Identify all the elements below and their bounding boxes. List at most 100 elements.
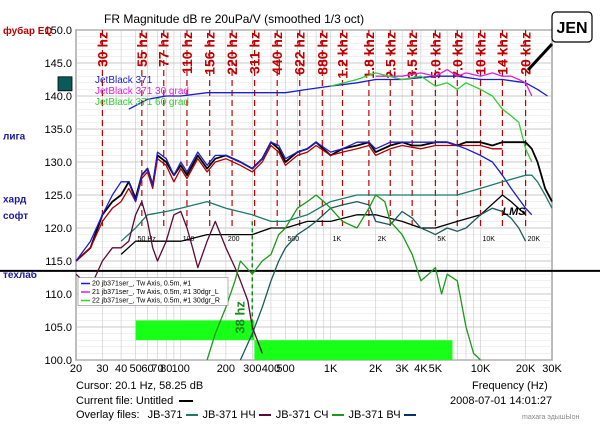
lower-legend-entry: 20 jb371ser_, Tw Axis, 0.5m, #1 (92, 281, 191, 288)
current-file-label: Current file: Untitled (76, 395, 174, 407)
freq-marker-label: 220 hz (224, 32, 240, 75)
frequency-axis-title: Frequency (Hz) (472, 380, 548, 392)
green-range-bar (135, 320, 255, 341)
jen-logo-pointer (526, 42, 554, 72)
lower-legend-box (77, 277, 229, 306)
freq-marker-label: 30 hz (94, 32, 110, 67)
chart-title: FR Magnitude dB re 20uPa/V (smoothed 1/3… (104, 12, 364, 26)
series-line (75, 200, 263, 354)
overlay-file-label: JB-371 НЧ (202, 409, 256, 421)
freq-marker-label: 311 hz (247, 32, 263, 74)
x-tick-label: 2K (369, 363, 383, 375)
x-tick-label: 60 (141, 363, 153, 375)
series-line (239, 200, 527, 361)
y-tick-label: 100.0 (44, 355, 72, 367)
overlay-file: JB-371 НЧ (203, 409, 271, 421)
x-tick-label: 30K (542, 363, 562, 375)
freq-marker-label: 880 hz (314, 32, 330, 75)
y-tick-label: 115.0 (45, 256, 72, 268)
jen-logo-text: JEN (556, 20, 587, 37)
x-tick-label: 40 (115, 363, 127, 375)
inner-x-tick-label: 1K (333, 236, 342, 243)
x-tick-label: 300 (243, 363, 261, 375)
x-tick-label: 5K (429, 363, 443, 375)
series-line (206, 194, 481, 361)
inner-x-tick-label: 5K (437, 236, 446, 243)
overlay-list: JB-371 JB-371 НЧ JB-371 СЧ JB-371 ВЧ (143, 409, 416, 421)
x-tick-label: 4K (414, 363, 428, 375)
jen-logo-frame (551, 11, 593, 43)
overlay-file-label: JB-371 СЧ (275, 409, 329, 421)
freq-marker-label: 5.0 khz (427, 32, 443, 79)
watermark: maxara эдышЫон (522, 414, 580, 421)
x-tick-label: 400 (262, 363, 280, 375)
x-tick-label: 70 (151, 363, 163, 375)
freq-marker-label: 3.5 khz (404, 32, 420, 79)
overlay-files: Overlay files: JB-371 JB-371 НЧ JB-371 СЧ J… (76, 409, 416, 421)
y-tick-label: 140.0 (44, 91, 72, 103)
lower-legend-entry: 22 jb371ser_, Tw Axis, 0.5m, #1 30dgr_R (92, 298, 220, 305)
upper-series-line (330, 72, 533, 163)
freq-marker-label: 622 hz (292, 32, 308, 75)
x-tick-label: 80 (160, 363, 172, 375)
x-tick-label: 20K (516, 363, 536, 375)
overlay-files-label: Overlay files: (76, 409, 140, 421)
upper-legend-entry: JetBlack 371 30 grad (95, 86, 189, 97)
x-tick-label: 50 (130, 363, 142, 375)
freq-marker-label: 1.8 khz (361, 32, 377, 79)
freq-marker-label: 77 hz (156, 32, 172, 67)
freq-marker-label: 110 hz (179, 32, 195, 74)
lms-logo: LMS (502, 206, 526, 218)
lower-legend-entry: 21 jb371ser_, Tw Axis, 0.5m, #1 30dgr_L (92, 289, 219, 296)
freq-marker-label: 156 hz (202, 32, 218, 75)
x-tick-label: 20 (70, 363, 82, 375)
x-tick-label: 30 (96, 363, 108, 375)
freq-marker-label: 14 khz (494, 32, 510, 75)
overlay-file-swatch (331, 414, 344, 417)
overlay-file-swatch (403, 414, 416, 417)
annotation-38hz-label: 38 hz (232, 301, 247, 334)
side-label: софт (3, 210, 28, 222)
overlay-file: JB-371 СЧ (276, 409, 344, 421)
freq-marker-label: 20 khz (518, 32, 534, 75)
series-line (120, 174, 553, 242)
y-tick-label: 120.0 (44, 223, 72, 235)
current-file-swatch (179, 400, 194, 403)
freq-marker-label: 2.5 khz (382, 32, 398, 79)
y-tick-label: 135.0 (44, 124, 72, 136)
side-label: лига (3, 132, 26, 143)
inner-x-tick-label: 20K (528, 236, 541, 243)
y-tick-label: 150.0 (44, 25, 72, 37)
current-file: Current file: Untitled (76, 395, 194, 407)
freq-marker-label: 1.2 khz (334, 32, 350, 79)
x-tick-label: 200 (217, 363, 235, 375)
upper-legend-entry: JetBlack 371 60 grad (95, 97, 189, 108)
green-range-bar (254, 340, 453, 360)
freq-marker-label: 55 hz (134, 32, 150, 67)
timestamp: 2008-07-01 14:01:27 (450, 395, 553, 407)
freq-marker-label: 440 hz (269, 32, 285, 75)
overlay-file: JB-371 (148, 409, 198, 421)
x-tick-label: 10K (471, 363, 491, 375)
inner-x-tick-label: 200 (228, 236, 240, 243)
overlay-file-label: JB-371 (147, 409, 183, 421)
overlay-file-label: JB-371 ВЧ (348, 409, 401, 421)
freq-marker-label: 10 khz (472, 32, 488, 75)
x-tick-label: 500 (276, 363, 294, 375)
overlay-file: JB-371 ВЧ (349, 409, 416, 421)
inner-x-tick-label: 2K (378, 236, 387, 243)
y-tick-label: 105.0 (44, 322, 72, 334)
y-tick-label: 110.0 (45, 289, 72, 301)
y-tick-label: 130.0 (44, 157, 72, 169)
overlay-file-swatch (185, 414, 198, 417)
inner-x-tick-label: 10K (482, 236, 495, 243)
y-tick-label: 125.0 (44, 190, 72, 202)
legend-grid-icon (57, 76, 73, 92)
upper-legend-entry: JetBlack 371 (95, 75, 153, 86)
x-tick-label: 1K (324, 363, 338, 375)
y-tick-label: 145.0 (44, 58, 72, 70)
cursor-readout: Cursor: 20.1 Hz, 58.25 dB (76, 380, 204, 392)
overlay-file-swatch (258, 414, 271, 417)
